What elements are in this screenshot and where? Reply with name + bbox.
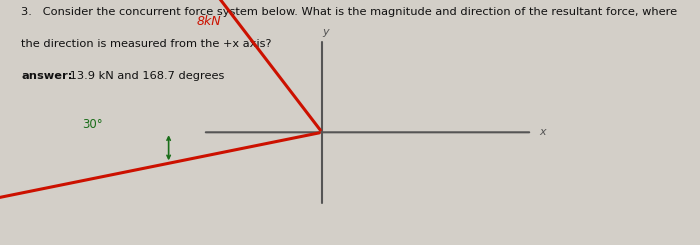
Text: 8kN: 8kN bbox=[197, 15, 221, 28]
Text: 13.9 kN and 168.7 degrees: 13.9 kN and 168.7 degrees bbox=[66, 71, 225, 81]
Text: y: y bbox=[322, 27, 329, 37]
Text: answer:: answer: bbox=[21, 71, 72, 81]
Text: the direction is measured from the +x axis?: the direction is measured from the +x ax… bbox=[21, 39, 272, 49]
Text: x: x bbox=[539, 127, 545, 137]
Text: 3.   Consider the concurrent force system below. What is the magnitude and direc: 3. Consider the concurrent force system … bbox=[21, 7, 677, 17]
Text: 30°: 30° bbox=[82, 118, 102, 131]
